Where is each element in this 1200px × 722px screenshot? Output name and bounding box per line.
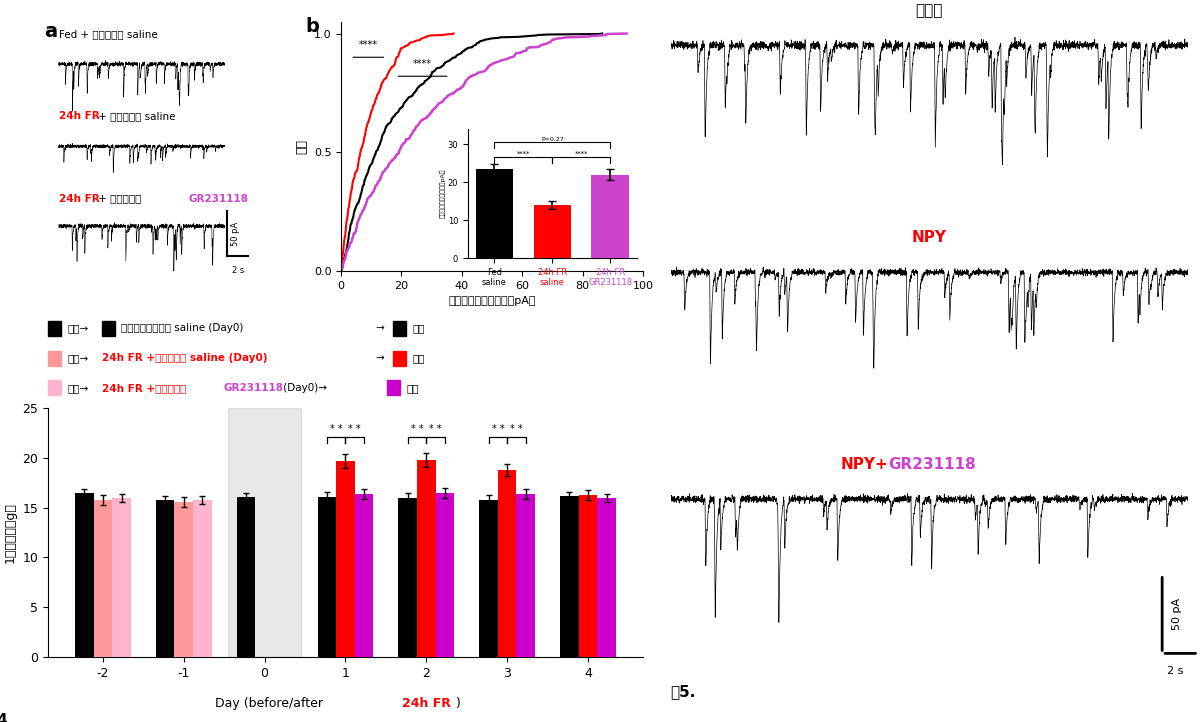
Text: 50 pA: 50 pA — [232, 222, 240, 245]
Text: b: b — [305, 17, 319, 35]
Text: ****: **** — [359, 40, 378, 50]
Bar — [388, 380, 400, 396]
Text: * *: * * — [330, 424, 342, 434]
Bar — [48, 380, 61, 396]
Text: * *: * * — [510, 424, 523, 434]
Text: ****: **** — [413, 59, 432, 69]
Bar — [113, 497, 131, 657]
Text: Day (before/after: Day (before/after — [215, 697, 326, 710]
Text: 24h FR: 24h FR — [59, 111, 100, 121]
Text: 24h FR +室傍核投与 saline (Day0): 24h FR +室傍核投与 saline (Day0) — [102, 353, 268, 363]
Text: 24h FR: 24h FR — [402, 697, 451, 710]
Bar — [193, 500, 211, 657]
Bar — [598, 497, 616, 657]
Bar — [48, 321, 61, 336]
Bar — [394, 321, 406, 336]
Bar — [498, 469, 516, 657]
Bar — [228, 408, 301, 657]
Bar — [102, 321, 115, 336]
Text: NPY: NPY — [912, 230, 947, 245]
Text: 通常→: 通常→ — [67, 353, 89, 363]
Text: Fed + 室傍核投与 saline: Fed + 室傍核投与 saline — [59, 29, 157, 39]
Bar — [94, 500, 113, 657]
Bar — [174, 502, 193, 657]
Text: * *: * * — [492, 424, 504, 434]
Text: a: a — [43, 22, 56, 40]
Text: + 室傍核投与: + 室傍核投与 — [96, 193, 145, 204]
Bar — [560, 495, 578, 657]
Text: 2 s: 2 s — [1166, 666, 1183, 676]
Text: * *: * * — [430, 424, 442, 434]
Bar — [355, 494, 373, 657]
Text: 通常→: 通常→ — [67, 323, 89, 333]
Bar — [336, 461, 355, 657]
Text: GR231118: GR231118 — [223, 383, 283, 393]
Y-axis label: 確率: 確率 — [295, 139, 308, 154]
Text: 24h FR: 24h FR — [59, 193, 100, 204]
Text: 50 pA: 50 pA — [1172, 598, 1182, 630]
Text: 無処理: 無処理 — [916, 3, 943, 18]
Text: + 室傍核投与 saline: + 室傍核投与 saline — [96, 111, 176, 121]
Bar — [416, 460, 436, 657]
Bar — [394, 351, 406, 365]
Text: 通常: 通常 — [412, 353, 425, 363]
Text: 通常＋室傍核投与 saline (Day0): 通常＋室傍核投与 saline (Day0) — [120, 323, 242, 333]
Text: 24h FR +室傍核投与: 24h FR +室傍核投与 — [102, 383, 190, 393]
Text: (Day0)→: (Day0)→ — [280, 383, 328, 393]
Text: 通常: 通常 — [406, 383, 419, 393]
Text: 通常: 通常 — [412, 323, 425, 333]
Text: →: → — [376, 353, 384, 363]
Text: * *: * * — [410, 424, 424, 434]
Bar — [516, 494, 535, 657]
Text: NPY+: NPY+ — [840, 457, 888, 472]
Text: 围5.: 围5. — [671, 684, 696, 699]
Bar — [318, 497, 336, 657]
X-axis label: シナプス電流の振幅（pA）: シナプス電流の振幅（pA） — [449, 296, 535, 306]
Text: →: → — [376, 323, 384, 333]
Y-axis label: 1日摂食量（g）: 1日摂食量（g） — [4, 502, 17, 563]
Text: 通常→: 通常→ — [67, 383, 89, 393]
Text: GR231118: GR231118 — [188, 193, 248, 204]
Bar — [236, 497, 256, 657]
Text: 围4.: 围4. — [0, 712, 14, 722]
Bar — [76, 492, 94, 657]
Bar — [436, 492, 454, 657]
Bar — [156, 500, 174, 657]
Text: * *: * * — [348, 424, 361, 434]
Bar — [398, 497, 416, 657]
Text: ): ) — [456, 697, 461, 710]
Text: 2 s: 2 s — [232, 266, 244, 275]
Bar — [479, 500, 498, 657]
Bar — [578, 495, 598, 657]
Text: GR231118: GR231118 — [888, 457, 976, 472]
Bar — [48, 351, 61, 365]
